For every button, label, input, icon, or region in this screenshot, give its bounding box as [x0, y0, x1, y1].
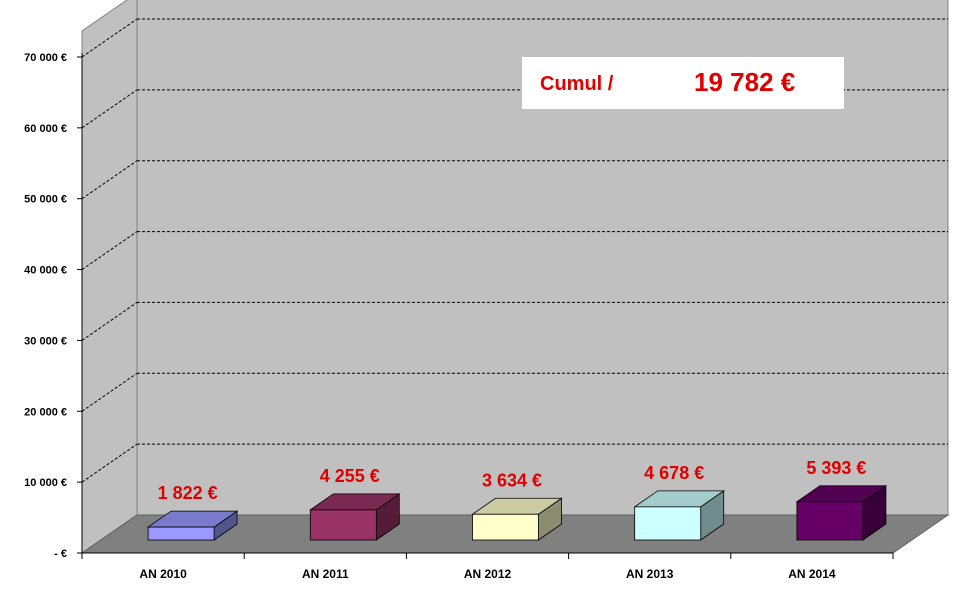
bar	[796, 501, 864, 541]
data-labels: 1 822 € 4 255 € 3 634 € 4 678 € 5 393 €	[158, 458, 867, 503]
x-tick-label: AN 2014	[788, 567, 836, 581]
x-tick-label: AN 2011	[302, 567, 349, 581]
data-label: 4 255 €	[320, 466, 380, 486]
y-tick-label: - €	[54, 548, 67, 560]
cumul-label: Cumul /	[540, 73, 614, 95]
axes: - € 10 000 € 20 000 € 30 000 € 40 000 € 50 00…	[24, 52, 894, 581]
cumul-box: Cumul / 19 782 €	[522, 57, 844, 109]
gridline-side	[81, 372, 138, 412]
x-tick-label: AN 2013	[626, 567, 674, 581]
gridline-side	[81, 89, 138, 129]
gridline-side	[81, 231, 138, 270]
y-tick-label: 50 000 €	[24, 194, 67, 206]
cumul-value: 19 782 €	[694, 67, 795, 97]
y-tick-label: 30 000 €	[24, 335, 67, 347]
y-tick-label: 10 000 €	[24, 477, 67, 489]
side-wall	[81, 0, 138, 554]
y-tick-label: 70 000 €	[24, 52, 67, 64]
bar	[472, 513, 539, 541]
x-tick-label: AN 2012	[464, 567, 512, 581]
bar	[309, 509, 377, 541]
x-tick-label: AN 2010	[139, 567, 187, 581]
gridline-side	[81, 160, 138, 200]
data-label: 5 393 €	[806, 458, 866, 478]
data-label: 4 678 €	[644, 463, 704, 483]
data-label: 3 634 €	[482, 470, 542, 490]
bar	[147, 526, 215, 541]
gridline-side	[81, 18, 138, 58]
gridline-side	[81, 443, 138, 483]
y-tick-label: 40 000 €	[24, 265, 67, 277]
y-tick-label: 20 000 €	[24, 406, 67, 418]
bars	[146, 485, 888, 541]
y-tick-label: 60 000 €	[24, 123, 67, 135]
bar	[634, 506, 702, 541]
gridline-side	[81, 302, 138, 341]
data-label: 1 822 €	[158, 483, 218, 503]
